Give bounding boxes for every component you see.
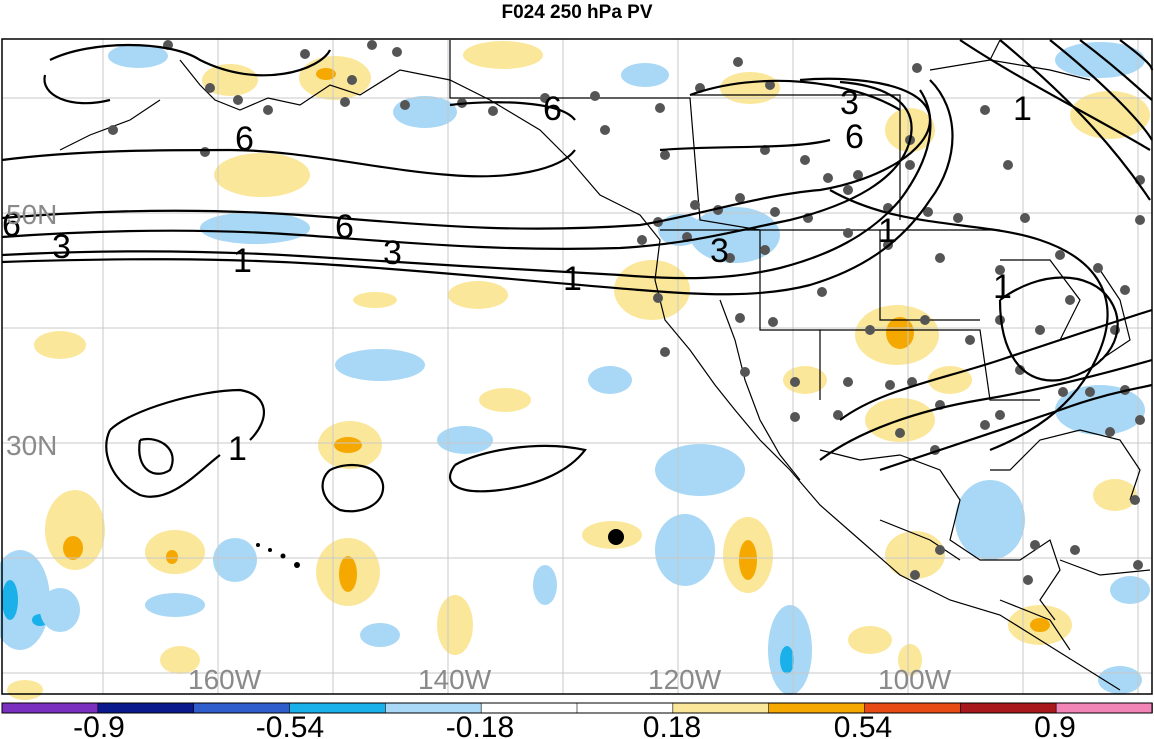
lon-label-100w: 100W [878,664,952,695]
chart-title: F024 250 hPa PV [501,2,653,23]
contour-label: 1 [993,268,1012,306]
contour-label: 1 [878,212,897,250]
contour-label: 6 [543,90,562,128]
map-panel [2,39,1152,694]
colorbar-label: 0.54 [834,711,892,739]
colorbar-label: 0.18 [643,711,701,739]
lon-label-160w: 160W [188,664,262,695]
lat-label-30n: 30N [6,430,57,461]
lon-label-140w: 140W [418,664,492,695]
colorbar-label: -0.18 [446,711,514,739]
coastlines [59,39,1151,691]
contour-label: 6 [2,206,21,244]
map-border [1,38,1153,695]
contour-label: 3 [710,232,729,270]
contour-label: 6 [335,208,354,246]
colorbar-label: -0.54 [256,711,324,739]
contour-label: 3 [52,228,71,266]
colorbar-labels: -0.9 -0.54 -0.18 0.18 0.54 0.9 [73,711,1076,739]
contour-label: 1 [1013,90,1032,128]
contour-label: 1 [563,260,582,298]
contour-label: 3 [840,84,859,122]
colorbar [1,702,1153,714]
contour-label: 3 [383,234,402,272]
lat-label-50n: 50N [6,199,57,230]
contour-label: 6 [845,118,864,156]
colorbar-label: -0.9 [73,711,125,739]
contour-label: 6 [235,120,254,158]
colorbar-label: 0.9 [1034,711,1076,739]
islands [256,543,300,568]
colorbar-border [1,702,1153,714]
contour-label: 1 [228,430,247,468]
black-marker [608,529,624,545]
pv-contours [1,39,1154,513]
lon-label-120w: 120W [648,664,722,695]
contour-label: 1 [233,242,252,280]
station-markers [108,40,1145,585]
contour-labels: 6 3 1 6 3 1 3 6 1 1 1 6 3 1 6 [2,84,1032,468]
